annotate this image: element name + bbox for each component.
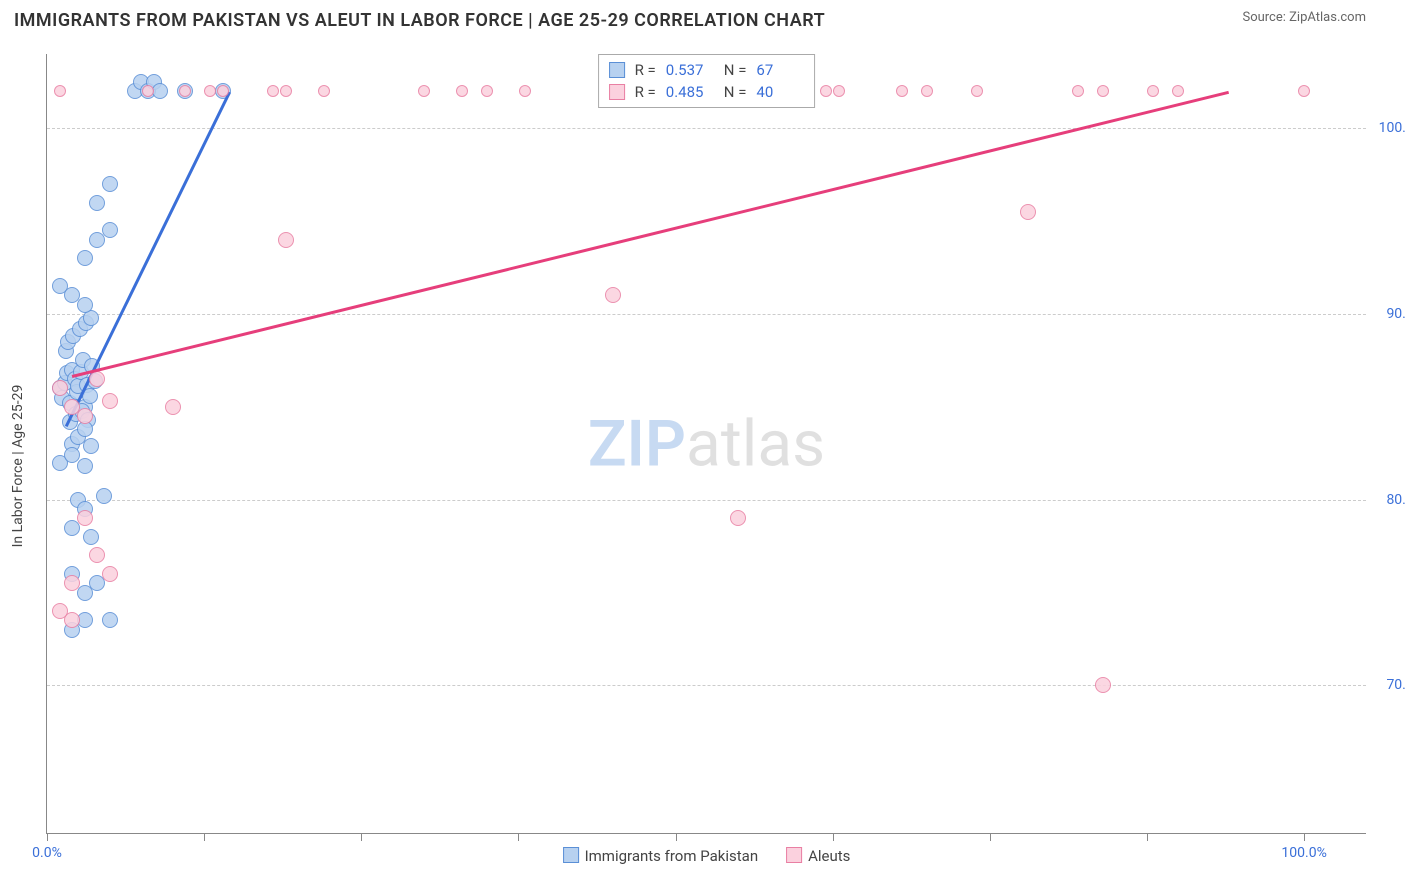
legend-swatch — [609, 62, 625, 78]
data-point — [152, 83, 168, 99]
data-point — [418, 85, 430, 97]
data-point — [456, 85, 468, 97]
gridline — [47, 685, 1366, 686]
x-tick — [833, 833, 834, 841]
data-point — [280, 85, 292, 97]
y-tick-label: 70.0% — [1386, 677, 1406, 693]
legend-r-label: R = — [635, 83, 656, 101]
x-tick-label: 0.0% — [32, 845, 62, 861]
data-point — [820, 85, 832, 97]
data-point — [204, 85, 216, 97]
data-point — [1172, 85, 1184, 97]
data-point — [267, 85, 279, 97]
data-point — [102, 393, 118, 409]
y-tick-label: 80.0% — [1386, 492, 1406, 508]
data-point — [833, 85, 845, 97]
gridline — [47, 128, 1366, 129]
data-point — [165, 399, 181, 415]
gridline — [47, 500, 1366, 501]
data-point — [64, 575, 80, 591]
data-point — [77, 250, 93, 266]
data-point — [1298, 85, 1310, 97]
data-point — [89, 195, 105, 211]
x-tick — [518, 833, 519, 841]
data-point — [102, 176, 118, 192]
data-point — [481, 85, 493, 97]
data-point — [1147, 85, 1159, 97]
legend-swatch — [609, 84, 625, 100]
gridline — [47, 314, 1366, 315]
legend-n-value: 67 — [756, 61, 804, 79]
legend-series-name: Aleuts — [808, 847, 850, 865]
series-legend: Immigrants from Pakistan Aleuts — [563, 847, 851, 865]
data-point — [605, 287, 621, 303]
data-point — [52, 380, 68, 396]
plot-area: ZIPatlas R =0.537N =67R =0.485N =40 Immi… — [46, 54, 1366, 834]
data-point — [102, 222, 118, 238]
data-point — [77, 408, 93, 424]
data-point — [77, 510, 93, 526]
data-point — [102, 612, 118, 628]
x-tick — [361, 833, 362, 841]
trend-line — [72, 91, 1229, 378]
data-point — [83, 529, 99, 545]
x-tick — [204, 833, 205, 841]
legend-row: R = 0.485 N = 40 — [609, 81, 805, 103]
data-point — [1020, 204, 1036, 220]
data-point — [278, 232, 294, 248]
data-point — [1097, 85, 1109, 97]
data-point — [54, 85, 66, 97]
data-point — [179, 85, 191, 97]
data-point — [142, 85, 154, 97]
data-point — [77, 297, 93, 313]
legend-swatch — [786, 847, 802, 863]
x-tick — [47, 833, 48, 841]
data-point — [217, 85, 229, 97]
legend-item: Immigrants from Pakistan — [563, 847, 759, 865]
x-tick — [676, 833, 677, 841]
data-point — [1095, 677, 1111, 693]
data-point — [730, 510, 746, 526]
header-row: IMMIGRANTS FROM PAKISTAN VS ALEUT IN LAB… — [0, 0, 1406, 35]
data-point — [1072, 85, 1084, 97]
legend-r-value: 0.537 — [666, 61, 714, 79]
legend-r-label: R = — [635, 61, 656, 79]
legend-n-label: N = — [724, 83, 747, 101]
legend-row: R = 0.537 N = 67 — [609, 59, 805, 81]
correlation-legend: R = 0.537 N = 67 R = 0.485 N = 40 — [598, 54, 816, 108]
x-tick — [990, 833, 991, 841]
data-point — [77, 458, 93, 474]
y-axis-title: In Labor Force | Age 25-29 — [10, 385, 26, 548]
watermark: ZIPatlas — [588, 406, 825, 481]
chart-container: In Labor Force | Age 25-29 ZIPatlas R = 0… — [0, 40, 1406, 892]
legend-series-name: Immigrants from Pakistan — [585, 847, 759, 865]
x-tick — [1304, 833, 1305, 841]
y-tick-label: 100.0% — [1379, 120, 1406, 136]
x-tick-label: 100.0% — [1281, 845, 1326, 861]
y-tick-label: 90.0% — [1386, 306, 1406, 322]
data-point — [102, 566, 118, 582]
x-tick — [1147, 833, 1148, 841]
data-point — [52, 603, 68, 619]
data-point — [318, 85, 330, 97]
source-label: Source: ZipAtlas.com — [1242, 10, 1366, 25]
data-point — [89, 547, 105, 563]
data-point — [971, 85, 983, 97]
chart-title: IMMIGRANTS FROM PAKISTAN VS ALEUT IN LAB… — [14, 10, 825, 31]
legend-swatch — [563, 847, 579, 863]
legend-n-value: 40 — [756, 83, 804, 101]
data-point — [519, 85, 531, 97]
data-point — [89, 371, 105, 387]
legend-n-label: N = — [724, 61, 747, 79]
legend-r-value: 0.485 — [666, 83, 714, 101]
data-point — [896, 85, 908, 97]
data-point — [96, 488, 112, 504]
data-point — [83, 438, 99, 454]
legend-item: Aleuts — [786, 847, 850, 865]
data-point — [921, 85, 933, 97]
